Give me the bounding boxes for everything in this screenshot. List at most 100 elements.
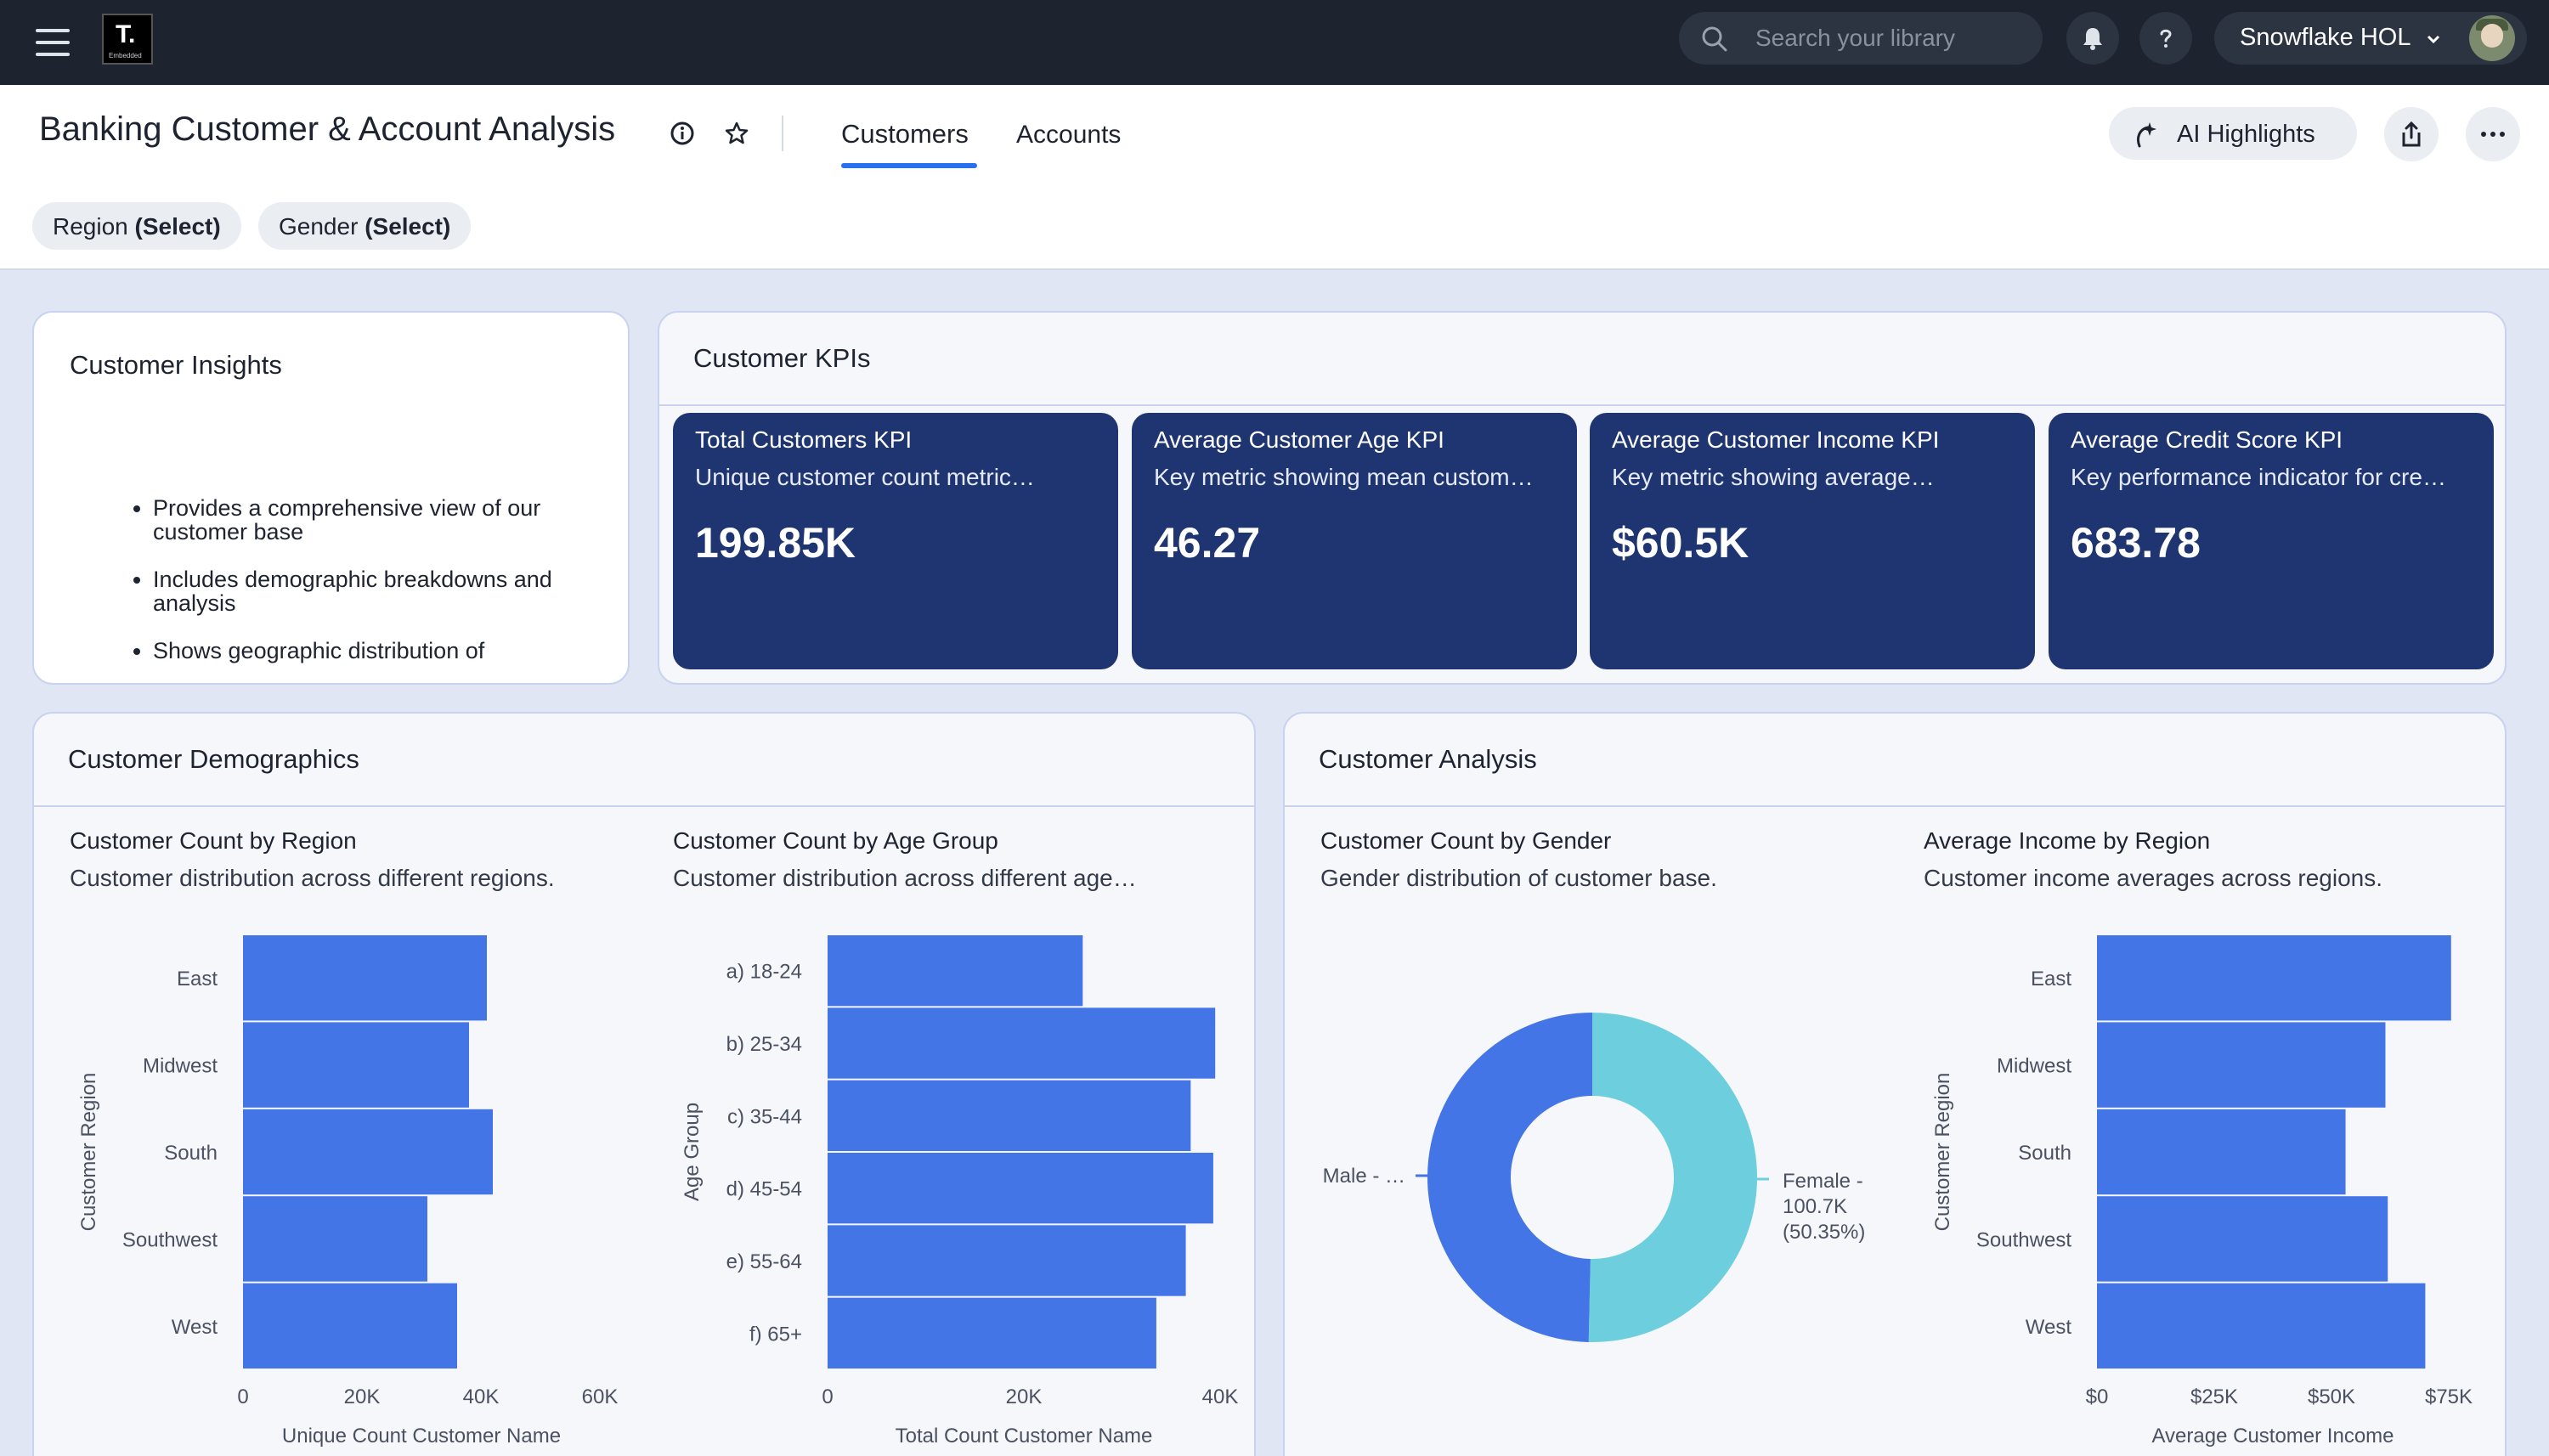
x-axis-label: Total Count Customer Name: [896, 1425, 1153, 1448]
bar: [828, 935, 1083, 1007]
bar: [2097, 1109, 2346, 1195]
customer-demographics-title: Customer Demographics: [68, 744, 359, 774]
kpi-title: Average Credit Score KPI: [2071, 426, 2343, 453]
category-tick-label: Midwest: [1997, 1055, 2071, 1078]
help-button[interactable]: [2139, 12, 2192, 65]
chart-title: Customer Count by Age Group: [673, 827, 998, 854]
category-tick-label: West: [172, 1316, 218, 1339]
bar: [243, 935, 487, 1021]
bar: [243, 1109, 493, 1195]
x-tick-label: 0: [237, 1385, 248, 1408]
category-tick-label: South: [164, 1142, 218, 1165]
customer-count-by-region-chart[interactable]: East Midwest South Southwest West 0 20K 40K 60K U…: [68, 926, 646, 1456]
donut-slice-male: [1427, 1013, 1592, 1342]
notifications-button[interactable]: [2066, 12, 2119, 65]
bar: [2097, 1196, 2388, 1282]
category-tick-label: Southwest: [1976, 1228, 2071, 1251]
bar: [243, 1022, 469, 1108]
donut-label-female-count: 100.7K: [1783, 1195, 1847, 1218]
logo-subtext: Embedded: [109, 52, 142, 59]
bar: [828, 1007, 1216, 1079]
bar: [828, 1297, 1156, 1369]
favorite-button[interactable]: [721, 117, 753, 150]
card-divider: [1285, 805, 2505, 807]
category-tick-label: West: [2026, 1316, 2072, 1339]
kpi-title: Average Customer Age KPI: [1154, 426, 1444, 453]
star-icon: [725, 121, 749, 144]
customer-count-by-age-group-chart[interactable]: a) 18-24 b) 25-34 c) 35-44 d) 45-54 e) 55-64…: [671, 926, 1249, 1456]
average-income-by-region-chart[interactable]: East Midwest South Southwest West $0 $25K $50K $…: [1922, 926, 2500, 1456]
search-input[interactable]: [1755, 22, 2027, 54]
page-title: Banking Customer & Account Analysis: [39, 110, 616, 148]
kpi-tile-average-credit-score[interactable]: Average Credit Score KPI Key performance…: [2049, 413, 2494, 669]
menu-icon[interactable]: [34, 25, 71, 59]
y-axis-label: Age Group: [681, 1103, 704, 1201]
x-axis-label: Average Customer Income: [2151, 1425, 2394, 1448]
ai-highlights-label: AI Highlights: [2177, 121, 2315, 148]
category-tick-label: South: [2018, 1142, 2071, 1165]
tab-accounts[interactable]: Accounts: [1016, 121, 1122, 149]
chart-subtitle: Customer distribution across different r…: [70, 865, 555, 891]
kpi-description: Unique customer count metric…: [695, 464, 1035, 490]
customer-kpis-title: Customer KPIs: [693, 343, 871, 373]
kpi-tile-average-age[interactable]: Average Customer Age KPI Key metric show…: [1132, 413, 1577, 669]
category-tick-label: f) 65+: [749, 1323, 802, 1346]
x-tick-label: $25K: [2190, 1385, 2238, 1408]
kpi-value: 683.78: [2071, 519, 2201, 567]
x-tick-label: 60K: [582, 1385, 619, 1408]
app-logo[interactable]: T. Embedded: [102, 14, 153, 65]
bar: [243, 1196, 427, 1282]
kpi-tile-total-customers[interactable]: Total Customers KPI Unique customer coun…: [673, 413, 1118, 669]
x-tick-label: $50K: [2308, 1385, 2355, 1408]
sparkle-icon: [2136, 122, 2156, 148]
kpi-title: Average Customer Income KPI: [1612, 426, 1940, 453]
more-options-button[interactable]: [2466, 107, 2520, 161]
search-box[interactable]: [1679, 12, 2043, 65]
x-axis-label: Unique Count Customer Name: [282, 1425, 561, 1448]
kpi-title: Total Customers KPI: [695, 426, 913, 453]
customer-insights-title: Customer Insights: [70, 350, 282, 380]
chart-subtitle: Customer income averages across regions.: [1924, 865, 2383, 891]
filter-gender[interactable]: Gender (Select): [258, 202, 472, 250]
chart-title: Customer Count by Gender: [1320, 827, 1612, 854]
help-icon: [2160, 29, 2172, 48]
filter-region-label: Region: [53, 213, 128, 240]
info-icon: [670, 121, 694, 145]
search-icon: [1702, 26, 1727, 52]
bar: [828, 1225, 1186, 1296]
bar: [828, 1080, 1191, 1151]
bar: [243, 1283, 457, 1369]
y-axis-label: Customer Region: [1931, 1073, 1954, 1232]
bar: [2097, 1022, 2386, 1108]
x-tick-label: 20K: [1006, 1385, 1043, 1408]
account-menu[interactable]: Snowflake HOL: [2214, 12, 2527, 65]
y-axis-label: Customer Region: [77, 1073, 100, 1232]
filter-region[interactable]: Region (Select): [32, 202, 241, 250]
insights-list: Provides a comprehensive view of our cus…: [153, 496, 595, 683]
customer-count-by-gender-chart[interactable]: Male - … Female -100.7K (50.35%): [1300, 926, 1878, 1456]
insight-bullet: Includes demographic breakdowns and anal…: [153, 567, 595, 615]
more-icon: [2481, 132, 2505, 137]
info-button[interactable]: [666, 117, 698, 150]
top-navigation-bar: T. Embedded Snowflake HOL: [0, 0, 2549, 85]
card-divider: [34, 805, 1254, 807]
category-tick-label: d) 45-54: [726, 1178, 802, 1201]
chart-title: Average Income by Region: [1924, 827, 2211, 854]
chart-subtitle: Gender distribution of customer base.: [1320, 865, 1717, 891]
donut-slice-female: [1588, 1013, 1758, 1342]
category-tick-label: a) 18-24: [726, 961, 802, 984]
ai-highlights-button[interactable]: AI Highlights: [2109, 107, 2357, 160]
tab-customers[interactable]: Customers: [841, 119, 969, 149]
kpi-description: Key metric showing average…: [1612, 464, 1935, 490]
x-tick-label: 40K: [1202, 1385, 1239, 1408]
share-button[interactable]: [2384, 107, 2439, 161]
header-divider: [782, 116, 783, 151]
filter-gender-value: (Select): [365, 213, 451, 240]
donut-label-female: Female -: [1783, 1170, 1863, 1193]
bar: [2097, 1283, 2426, 1369]
avatar[interactable]: [2469, 15, 2515, 61]
kpi-value: 199.85K: [695, 519, 856, 567]
kpi-tile-average-income[interactable]: Average Customer Income KPI Key metric s…: [1590, 413, 2035, 669]
bar: [2097, 935, 2451, 1021]
customer-insights-card[interactable]: Customer Insights Provides a comprehensi…: [32, 311, 630, 685]
